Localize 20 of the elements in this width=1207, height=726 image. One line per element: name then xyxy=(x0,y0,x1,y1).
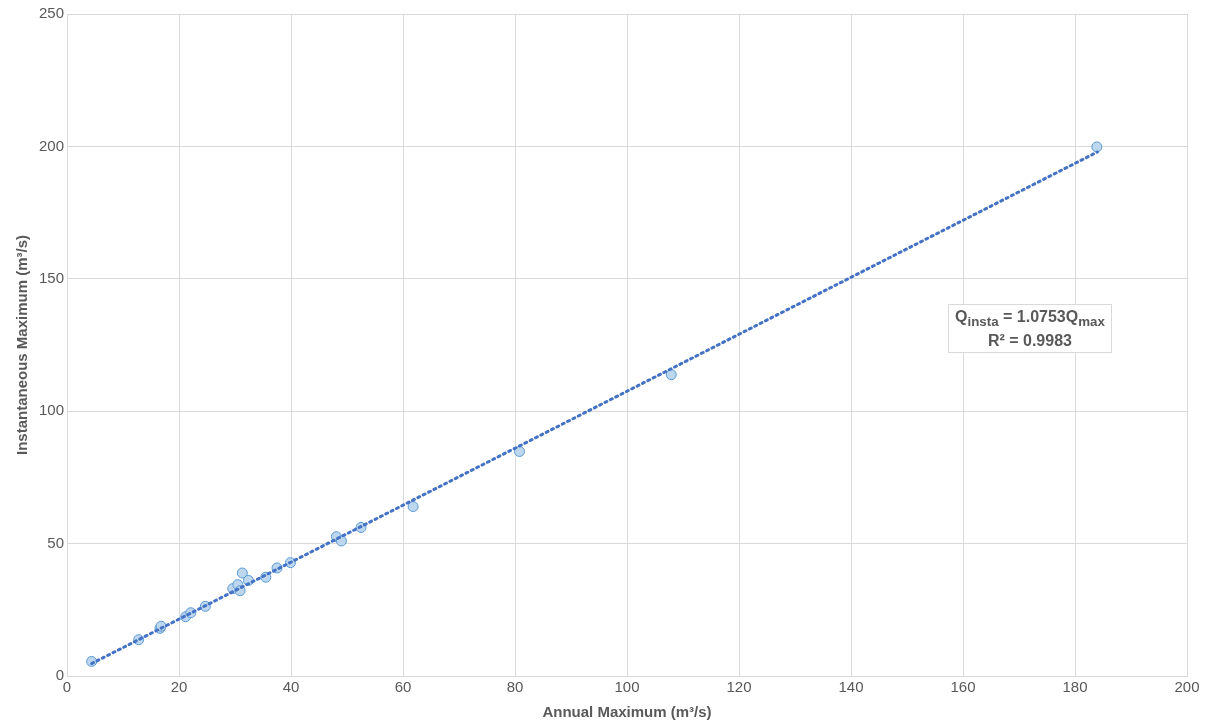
x-tick-label: 40 xyxy=(282,678,300,696)
x-tick-label: 120 xyxy=(726,678,752,696)
y-tick-label: 200 xyxy=(39,136,65,154)
annotation: R² = 0.9983 xyxy=(987,332,1072,350)
x-tick-label: 20 xyxy=(170,678,188,696)
x-axis-title: Annual Maximum (m³/s) xyxy=(542,703,712,721)
x-tick-label: 100 xyxy=(614,678,640,696)
x-tick-label: 180 xyxy=(1062,678,1088,696)
y-tick-label: 250 xyxy=(39,4,65,22)
x-tick-label: 80 xyxy=(506,678,524,696)
y-tick-label: 50 xyxy=(47,533,65,551)
y-tick-label: 100 xyxy=(39,401,65,419)
y-tick-label: 150 xyxy=(39,268,65,286)
annotation: Q$_{insta}$ = 1.0753Q$_{max}$ xyxy=(955,308,1105,330)
x-tick-label: 140 xyxy=(838,678,864,696)
x-tick-label: 200 xyxy=(1174,678,1200,696)
x-tick-label: 60 xyxy=(394,678,412,696)
y-axis-title: Instantaneous Maximum (m³/s) xyxy=(13,234,31,456)
x-tick-label: 160 xyxy=(950,678,976,696)
y-tick-label: 0 xyxy=(55,666,65,684)
